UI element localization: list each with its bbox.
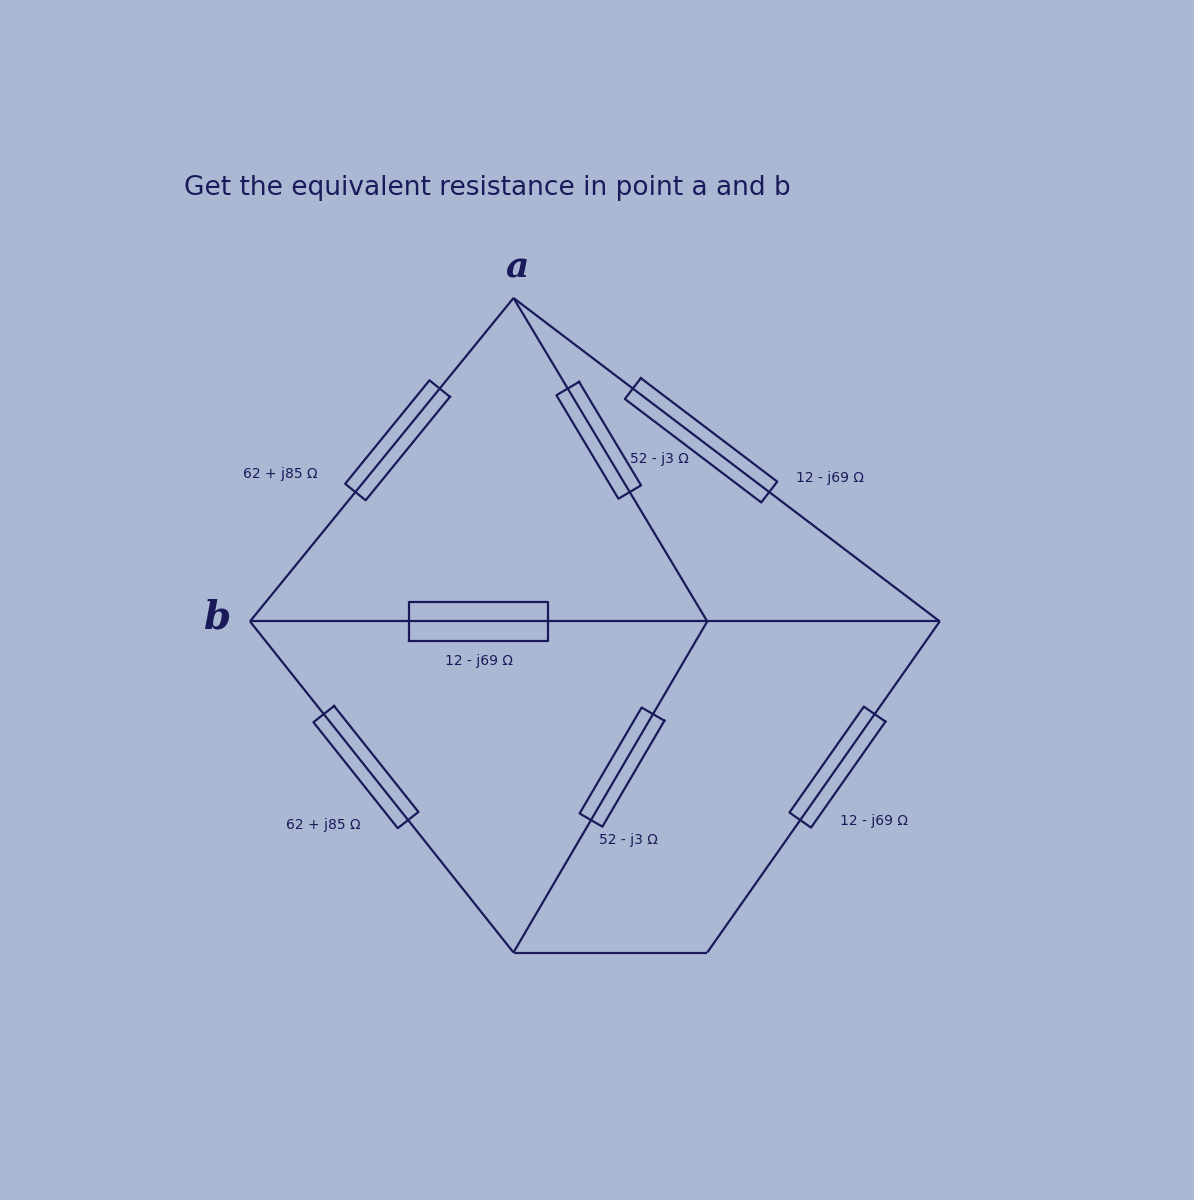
Text: 12 - j69 Ω: 12 - j69 Ω [795,470,863,485]
Text: a: a [506,250,529,284]
Text: 52 - j3 Ω: 52 - j3 Ω [598,833,658,847]
Text: 62 + j85 Ω: 62 + j85 Ω [244,467,318,481]
Text: 62 + j85 Ω: 62 + j85 Ω [285,818,361,832]
Text: Get the equivalent resistance in point a and b: Get the equivalent resistance in point a… [184,175,790,200]
Text: 12 - j69 Ω: 12 - j69 Ω [839,814,907,828]
Text: b: b [203,599,230,636]
Text: 52 - j3 Ω: 52 - j3 Ω [629,452,689,467]
Text: 12 - j69 Ω: 12 - j69 Ω [444,654,512,667]
